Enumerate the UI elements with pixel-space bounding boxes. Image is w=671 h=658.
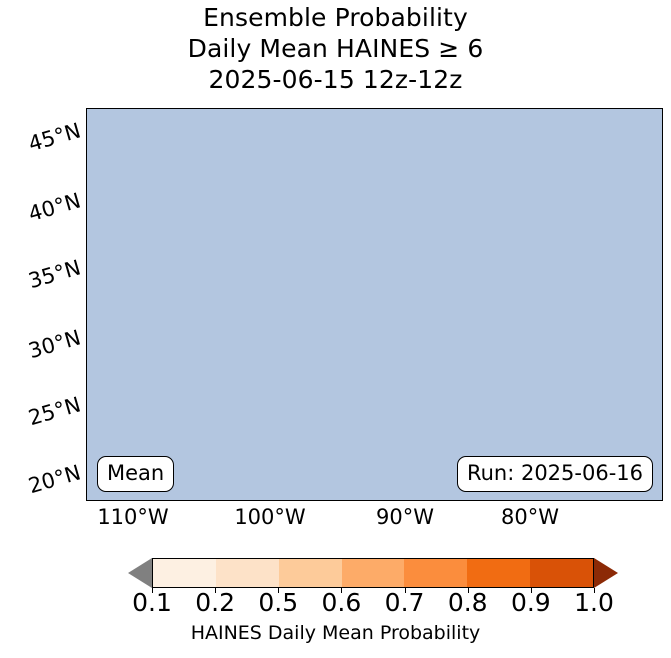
title-line-3: 2025-06-15 12z-12z — [208, 65, 463, 94]
mean-annotation-box: Mean — [97, 456, 175, 492]
colorbar — [128, 558, 618, 588]
lat-label-45n: 45°N — [25, 118, 84, 157]
colorbar-segment-5 — [467, 559, 531, 587]
lon-label-90w: 90°W — [376, 505, 434, 529]
title-line-2: Daily Mean HAINES ≥ 6 — [187, 34, 484, 63]
colorbar-segment-4 — [404, 559, 468, 587]
lat-label-25n: 25°N — [25, 392, 84, 431]
colorbar-tick-label-3: 0.6 — [321, 588, 362, 617]
colorbar-tick-2 — [278, 588, 280, 593]
colorbar-tick-7 — [594, 588, 595, 593]
lon-label-100w: 100°W — [234, 505, 306, 529]
colorbar-tick-label-4: 0.7 — [384, 588, 425, 617]
colorbar-tick-label-1: 0.2 — [195, 588, 236, 617]
title-line-1: Ensemble Probability — [203, 3, 468, 32]
colorbar-tick-label-6: 0.9 — [510, 588, 551, 617]
lon-label-80w: 80°W — [501, 505, 559, 529]
colorbar-segment-6 — [530, 559, 594, 587]
colorbar-under-arrow — [128, 558, 152, 588]
colorbar-tick-label-5: 0.8 — [447, 588, 488, 617]
colorbar-tick-5 — [467, 588, 469, 593]
lat-label-30n: 30°N — [25, 325, 84, 364]
colorbar-tick-label-7: 1.0 — [574, 588, 614, 617]
colorbar-segments — [152, 558, 594, 588]
colorbar-tick-label-0: 0.1 — [132, 588, 172, 617]
probability-heatmap-canvas — [87, 109, 662, 500]
colorbar-tick-3 — [341, 588, 343, 593]
colorbar-tick-label-2: 0.5 — [258, 588, 299, 617]
mean-label: Mean — [107, 461, 165, 485]
colorbar-over-arrow — [594, 558, 618, 588]
colorbar-tick-4 — [404, 588, 406, 593]
lon-label-110w: 110°W — [97, 505, 169, 529]
colorbar-segment-2 — [278, 559, 342, 587]
colorbar-tick-1 — [215, 588, 217, 593]
chart-title: Ensemble Probability Daily Mean HAINES ≥… — [0, 2, 671, 95]
map-plot-area[interactable]: Mean Run: 2025-06-16 — [86, 108, 663, 501]
lat-label-40n: 40°N — [25, 188, 84, 227]
colorbar-segment-3 — [341, 559, 405, 587]
lat-label-35n: 35°N — [25, 255, 84, 294]
colorbar-segment-0 — [153, 559, 216, 587]
run-date-annotation-box: Run: 2025-06-16 — [456, 456, 653, 492]
run-label: Run: 2025-06-16 — [466, 461, 643, 485]
colorbar-axis-label: HAINES Daily Mean Probability — [190, 622, 481, 644]
lat-label-20n: 20°N — [25, 460, 84, 499]
colorbar-tick-6 — [530, 588, 532, 593]
colorbar-segment-1 — [215, 559, 279, 587]
colorbar-tick-0 — [152, 588, 153, 593]
